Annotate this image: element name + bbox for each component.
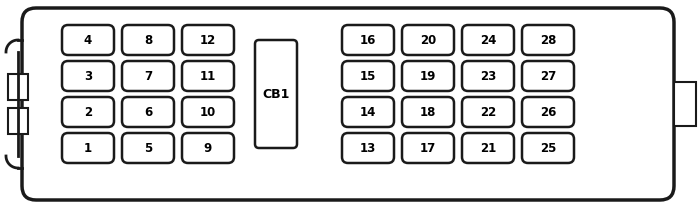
FancyBboxPatch shape: [182, 97, 234, 127]
Text: 2: 2: [84, 105, 92, 119]
Text: 21: 21: [480, 141, 496, 155]
Text: 11: 11: [200, 69, 216, 83]
Text: 23: 23: [480, 69, 496, 83]
Text: 9: 9: [204, 141, 212, 155]
FancyBboxPatch shape: [402, 25, 454, 55]
FancyBboxPatch shape: [182, 61, 234, 91]
FancyBboxPatch shape: [22, 8, 674, 200]
Text: 8: 8: [144, 33, 152, 47]
Text: 14: 14: [360, 105, 376, 119]
FancyBboxPatch shape: [462, 133, 514, 163]
Text: CB1: CB1: [262, 88, 290, 100]
Text: 6: 6: [144, 105, 152, 119]
FancyBboxPatch shape: [342, 97, 394, 127]
Text: 15: 15: [360, 69, 376, 83]
FancyBboxPatch shape: [62, 133, 114, 163]
FancyBboxPatch shape: [342, 133, 394, 163]
FancyBboxPatch shape: [122, 61, 174, 91]
FancyBboxPatch shape: [462, 97, 514, 127]
FancyBboxPatch shape: [62, 25, 114, 55]
Text: 17: 17: [420, 141, 436, 155]
FancyBboxPatch shape: [182, 25, 234, 55]
Text: 5: 5: [144, 141, 152, 155]
FancyBboxPatch shape: [462, 61, 514, 91]
Text: 4: 4: [84, 33, 92, 47]
FancyBboxPatch shape: [122, 97, 174, 127]
Text: 7: 7: [144, 69, 152, 83]
Text: 12: 12: [200, 33, 216, 47]
FancyBboxPatch shape: [522, 97, 574, 127]
Text: 18: 18: [420, 105, 436, 119]
FancyBboxPatch shape: [62, 61, 114, 91]
FancyBboxPatch shape: [62, 97, 114, 127]
FancyBboxPatch shape: [402, 133, 454, 163]
FancyBboxPatch shape: [122, 25, 174, 55]
Text: 28: 28: [540, 33, 557, 47]
Text: 26: 26: [540, 105, 557, 119]
FancyBboxPatch shape: [522, 25, 574, 55]
Text: 3: 3: [84, 69, 92, 83]
FancyBboxPatch shape: [462, 25, 514, 55]
Bar: [8, 74, 28, 100]
Text: 16: 16: [360, 33, 376, 47]
Text: 19: 19: [420, 69, 436, 83]
FancyBboxPatch shape: [402, 61, 454, 91]
Text: 20: 20: [420, 33, 436, 47]
FancyBboxPatch shape: [522, 61, 574, 91]
FancyBboxPatch shape: [402, 97, 454, 127]
Text: 25: 25: [540, 141, 557, 155]
FancyBboxPatch shape: [182, 133, 234, 163]
Text: 13: 13: [360, 141, 376, 155]
Text: 1: 1: [84, 141, 92, 155]
Bar: [8, 108, 28, 134]
Text: 22: 22: [480, 105, 496, 119]
FancyBboxPatch shape: [122, 133, 174, 163]
Text: 10: 10: [200, 105, 216, 119]
FancyBboxPatch shape: [342, 61, 394, 91]
Text: 24: 24: [480, 33, 496, 47]
FancyBboxPatch shape: [522, 133, 574, 163]
FancyBboxPatch shape: [342, 25, 394, 55]
Bar: [674, 82, 696, 126]
Text: 27: 27: [540, 69, 556, 83]
FancyBboxPatch shape: [255, 40, 297, 148]
